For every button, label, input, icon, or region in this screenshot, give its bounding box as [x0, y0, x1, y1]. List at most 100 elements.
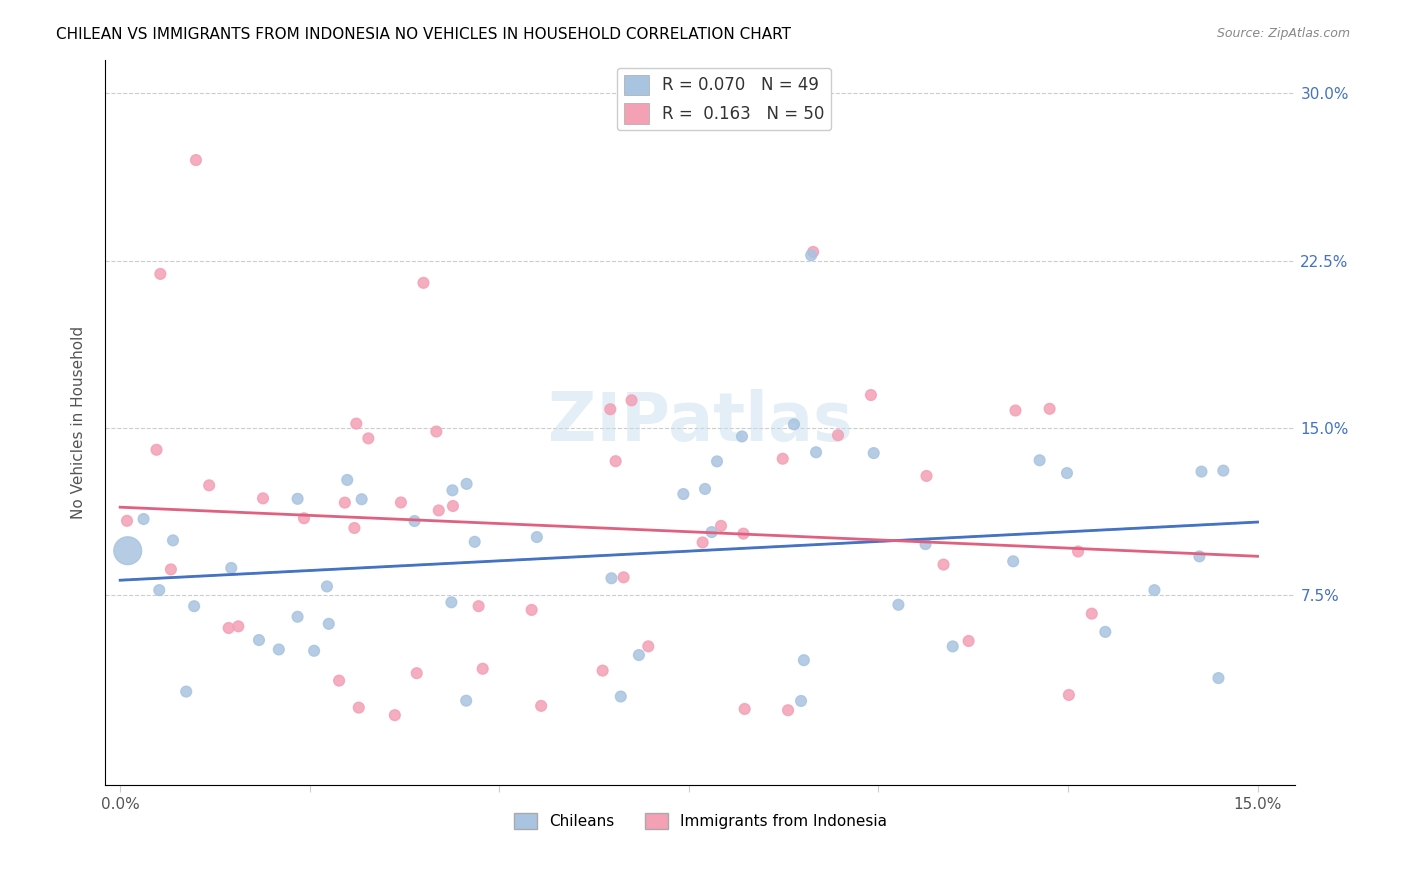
- Point: [600, 571, 623, 585]
- Point: [790, 694, 813, 708]
- Point: [132, 512, 155, 526]
- Point: [344, 417, 367, 431]
- Point: [404, 514, 426, 528]
- Point: [302, 644, 325, 658]
- Point: [287, 491, 309, 506]
- Point: [160, 562, 183, 576]
- Point: [441, 483, 464, 498]
- Point: [957, 634, 980, 648]
- Point: [149, 267, 172, 281]
- Point: [405, 666, 427, 681]
- Point: [1212, 464, 1234, 478]
- Point: [267, 642, 290, 657]
- Point: [827, 428, 849, 442]
- Point: [1188, 549, 1211, 564]
- Point: [441, 499, 464, 513]
- Point: [350, 492, 373, 507]
- Point: [347, 700, 370, 714]
- Text: Source: ZipAtlas.com: Source: ZipAtlas.com: [1216, 27, 1350, 40]
- Point: [942, 640, 965, 654]
- Point: [162, 533, 184, 548]
- Point: [801, 244, 824, 259]
- Point: [731, 429, 754, 443]
- Point: [783, 417, 806, 432]
- Point: [384, 708, 406, 723]
- Point: [693, 482, 716, 496]
- Point: [1208, 671, 1230, 685]
- Point: [526, 530, 548, 544]
- Point: [117, 543, 139, 558]
- Point: [592, 664, 614, 678]
- Point: [252, 491, 274, 506]
- Point: [218, 621, 240, 635]
- Point: [336, 473, 359, 487]
- Text: CHILEAN VS IMMIGRANTS FROM INDONESIA NO VEHICLES IN HOUSEHOLD CORRELATION CHART: CHILEAN VS IMMIGRANTS FROM INDONESIA NO …: [56, 27, 792, 42]
- Point: [219, 561, 242, 575]
- Point: [333, 495, 356, 509]
- Point: [800, 248, 823, 262]
- Point: [389, 495, 412, 509]
- Point: [605, 454, 627, 468]
- Point: [793, 653, 815, 667]
- Point: [932, 558, 955, 572]
- Point: [520, 603, 543, 617]
- Legend: Chileans, Immigrants from Indonesia: Chileans, Immigrants from Indonesia: [508, 807, 893, 836]
- Point: [115, 514, 138, 528]
- Point: [599, 402, 621, 417]
- Point: [226, 619, 249, 633]
- Point: [1080, 607, 1102, 621]
- Point: [316, 579, 339, 593]
- Point: [425, 425, 447, 439]
- Point: [328, 673, 350, 688]
- Point: [1002, 554, 1025, 568]
- Point: [620, 393, 643, 408]
- Point: [343, 521, 366, 535]
- Point: [148, 583, 170, 598]
- Point: [1057, 688, 1080, 702]
- Point: [733, 526, 755, 541]
- Point: [859, 388, 882, 402]
- Point: [915, 469, 938, 483]
- Point: [183, 599, 205, 614]
- Point: [427, 503, 450, 517]
- Point: [692, 535, 714, 549]
- Point: [184, 153, 207, 167]
- Point: [1143, 583, 1166, 598]
- Point: [1028, 453, 1050, 467]
- Text: ZIPatlas: ZIPatlas: [548, 389, 852, 455]
- Point: [198, 478, 221, 492]
- Point: [530, 698, 553, 713]
- Point: [1094, 624, 1116, 639]
- Point: [1067, 544, 1090, 558]
- Point: [440, 595, 463, 609]
- Point: [627, 648, 650, 662]
- Point: [700, 524, 723, 539]
- Point: [1004, 403, 1026, 417]
- Point: [914, 537, 936, 551]
- Point: [613, 570, 636, 584]
- Point: [637, 640, 659, 654]
- Point: [710, 519, 733, 533]
- Point: [672, 487, 695, 501]
- Point: [1039, 401, 1062, 416]
- Point: [887, 598, 910, 612]
- Point: [292, 511, 315, 525]
- Point: [318, 616, 340, 631]
- Point: [412, 276, 434, 290]
- Point: [456, 694, 478, 708]
- Y-axis label: No Vehicles in Household: No Vehicles in Household: [72, 326, 86, 519]
- Point: [1191, 465, 1213, 479]
- Point: [247, 633, 270, 648]
- Point: [862, 446, 884, 460]
- Point: [357, 431, 380, 445]
- Point: [776, 703, 799, 717]
- Point: [706, 454, 728, 468]
- Point: [1056, 466, 1078, 480]
- Point: [467, 599, 489, 614]
- Point: [456, 476, 478, 491]
- Point: [804, 445, 827, 459]
- Point: [464, 534, 486, 549]
- Point: [174, 684, 197, 698]
- Point: [734, 702, 756, 716]
- Point: [772, 451, 794, 466]
